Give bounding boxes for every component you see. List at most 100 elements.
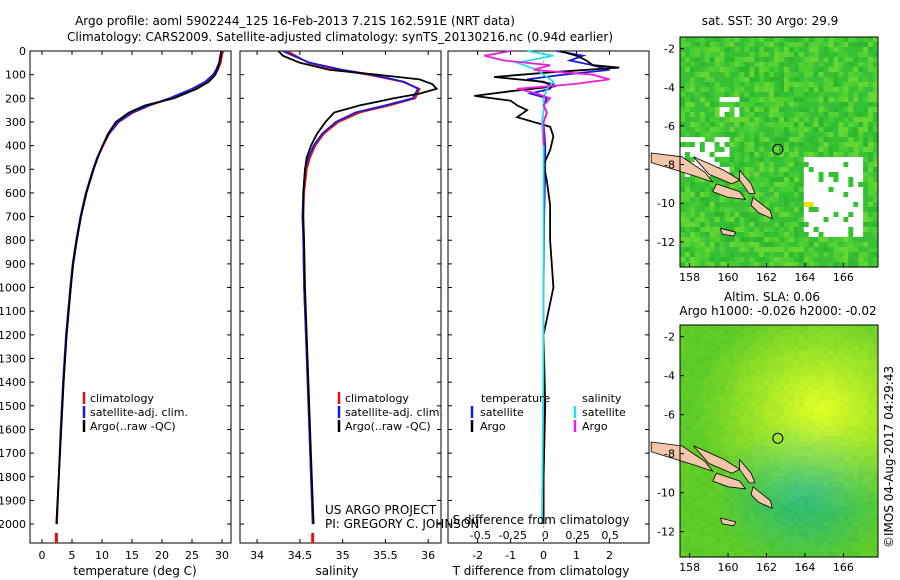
map-cell bbox=[699, 57, 706, 63]
map-cell bbox=[774, 107, 780, 113]
map-cell bbox=[784, 481, 790, 487]
map-cell bbox=[734, 496, 740, 503]
map-cell bbox=[744, 365, 750, 371]
map-cell bbox=[823, 92, 829, 98]
map-cell bbox=[798, 410, 805, 417]
map-cell bbox=[729, 42, 735, 48]
map-cell bbox=[833, 486, 839, 492]
map-cell bbox=[823, 526, 829, 533]
map-cell bbox=[709, 481, 716, 487]
map-cell bbox=[704, 501, 711, 508]
map-cell bbox=[694, 395, 701, 402]
map-cell bbox=[719, 37, 726, 43]
map-cell bbox=[848, 430, 854, 437]
map-cell bbox=[744, 237, 750, 243]
map-cell bbox=[843, 350, 849, 356]
map-cell bbox=[863, 541, 869, 548]
map-cell bbox=[848, 370, 854, 376]
map-cell bbox=[769, 441, 775, 447]
map-cell bbox=[724, 147, 730, 153]
map-cell bbox=[863, 516, 869, 523]
map-cell bbox=[853, 496, 859, 503]
map-cell bbox=[699, 227, 706, 233]
map-cell bbox=[704, 441, 711, 447]
map-cell bbox=[793, 232, 800, 238]
map-cell bbox=[749, 87, 755, 93]
map-cell bbox=[689, 62, 696, 68]
map-cell bbox=[784, 405, 790, 412]
map-cell bbox=[868, 67, 874, 73]
map-cell bbox=[680, 42, 686, 48]
map-cell bbox=[863, 137, 869, 143]
map-cell bbox=[858, 127, 864, 133]
map-cell bbox=[858, 117, 864, 123]
map-cell bbox=[694, 476, 701, 482]
map-cell bbox=[774, 340, 780, 346]
map-cell bbox=[808, 430, 815, 437]
map-cell bbox=[759, 430, 765, 437]
map-cell bbox=[873, 257, 879, 263]
map-cell bbox=[699, 325, 706, 331]
map-cell bbox=[798, 446, 805, 452]
map-cell bbox=[714, 117, 721, 123]
map-cell bbox=[779, 252, 785, 258]
map-cell bbox=[784, 212, 790, 218]
map-cell bbox=[873, 496, 879, 503]
map-cell bbox=[739, 42, 745, 48]
map-cell bbox=[769, 335, 775, 341]
map-cell bbox=[774, 380, 780, 387]
map-cell bbox=[803, 47, 810, 53]
map-cell bbox=[759, 405, 765, 412]
map-cell bbox=[769, 365, 775, 371]
map-cell bbox=[798, 212, 805, 218]
map-cell bbox=[868, 491, 874, 497]
map-cell bbox=[813, 491, 820, 497]
map-cell bbox=[779, 62, 785, 68]
map-cell bbox=[868, 410, 874, 417]
map-cell bbox=[833, 242, 839, 248]
map-cell bbox=[694, 451, 701, 457]
map-cell bbox=[734, 541, 740, 548]
map-cell bbox=[818, 531, 825, 538]
map-cell bbox=[823, 536, 829, 543]
map-cell bbox=[853, 546, 859, 553]
map-cell bbox=[813, 197, 820, 203]
map-cell bbox=[754, 92, 760, 98]
map-cell bbox=[694, 365, 701, 371]
map-cell bbox=[798, 197, 805, 203]
map-cell bbox=[729, 52, 735, 58]
map-cell bbox=[803, 127, 810, 133]
map-cell bbox=[858, 552, 864, 558]
map-cell bbox=[689, 122, 696, 128]
map-cell bbox=[863, 167, 869, 173]
map-cell bbox=[704, 345, 711, 351]
map-cell bbox=[734, 425, 740, 432]
map-cell bbox=[729, 147, 735, 153]
map-cell bbox=[774, 425, 780, 432]
map-cell bbox=[818, 456, 825, 462]
map-cell bbox=[689, 365, 696, 371]
map-cell bbox=[843, 107, 849, 113]
map-cell bbox=[803, 541, 810, 548]
map-cell bbox=[823, 172, 829, 178]
map-cell bbox=[818, 187, 825, 193]
map-cell bbox=[734, 360, 740, 366]
map-cell bbox=[808, 420, 815, 427]
map-cell bbox=[808, 137, 815, 143]
map-cell bbox=[739, 102, 745, 108]
map-cell bbox=[744, 217, 750, 223]
map-cell bbox=[704, 242, 711, 248]
map-cell bbox=[828, 122, 834, 128]
map-cell bbox=[714, 57, 721, 63]
map-cell bbox=[699, 187, 706, 193]
map-cell bbox=[729, 97, 735, 103]
map-cell bbox=[704, 107, 711, 113]
map-cell bbox=[838, 441, 844, 447]
map-cell bbox=[823, 57, 829, 63]
map-cell bbox=[873, 207, 879, 213]
map-cell bbox=[843, 202, 849, 208]
map-cell bbox=[774, 511, 780, 518]
map-cell bbox=[828, 217, 834, 223]
map-cell bbox=[873, 325, 879, 331]
map-cell bbox=[724, 132, 730, 138]
